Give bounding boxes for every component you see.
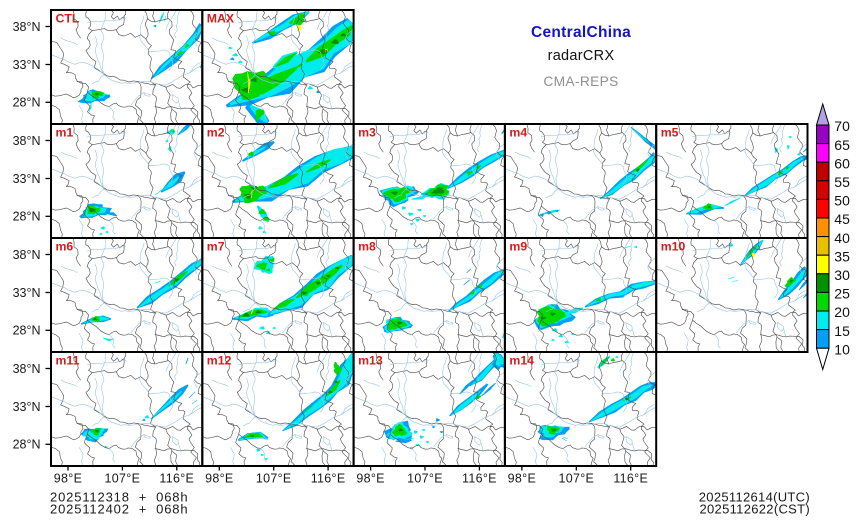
svg-text:m9: m9 (509, 240, 527, 254)
svg-text:2025112402 + 068h: 2025112402 + 068h (50, 502, 188, 517)
svg-text:65: 65 (834, 137, 850, 153)
svg-text:116°E: 116°E (159, 472, 194, 486)
svg-text:CTL: CTL (56, 12, 80, 26)
svg-text:m1: m1 (56, 126, 74, 140)
svg-text:116°E: 116°E (462, 472, 497, 486)
svg-text:2025112614(UTC): 2025112614(UTC) (699, 490, 810, 505)
svg-text:28°N: 28°N (13, 96, 41, 110)
svg-text:38°N: 38°N (13, 248, 41, 262)
svg-text:m11: m11 (56, 354, 80, 368)
svg-text:28°N: 28°N (13, 438, 41, 452)
svg-text:15: 15 (834, 323, 850, 339)
svg-text:38°N: 38°N (13, 134, 41, 148)
svg-text:33°N: 33°N (13, 400, 41, 414)
svg-text:20: 20 (834, 304, 850, 320)
svg-text:60: 60 (834, 155, 850, 171)
svg-text:33°N: 33°N (13, 172, 41, 186)
svg-text:30: 30 (834, 267, 850, 283)
svg-text:m10: m10 (661, 240, 686, 254)
svg-text:116°E: 116°E (613, 472, 648, 486)
svg-text:28°N: 28°N (13, 210, 41, 224)
svg-text:10: 10 (834, 341, 850, 357)
svg-text:116°E: 116°E (311, 472, 346, 486)
svg-text:33°N: 33°N (13, 58, 41, 72)
svg-text:107°E: 107°E (105, 472, 141, 486)
svg-text:m8: m8 (358, 240, 376, 254)
svg-text:98°E: 98°E (508, 472, 536, 486)
svg-text:45: 45 (834, 211, 850, 227)
svg-text:107°E: 107°E (558, 472, 594, 486)
svg-text:MAX: MAX (207, 12, 235, 26)
svg-text:radarCRX: radarCRX (548, 48, 615, 64)
svg-text:25: 25 (834, 286, 850, 302)
svg-text:m3: m3 (358, 126, 376, 140)
svg-text:2025112622(CST): 2025112622(CST) (700, 502, 811, 517)
svg-text:2025112318 + 068h: 2025112318 + 068h (50, 490, 188, 505)
svg-text:m7: m7 (207, 240, 225, 254)
svg-text:m6: m6 (56, 240, 74, 254)
svg-text:40: 40 (834, 230, 850, 246)
svg-text:98°E: 98°E (54, 472, 82, 486)
svg-text:38°N: 38°N (13, 362, 41, 376)
svg-text:35: 35 (834, 248, 850, 264)
svg-text:m2: m2 (207, 126, 225, 140)
svg-text:m5: m5 (661, 126, 679, 140)
svg-text:m14: m14 (509, 354, 534, 368)
svg-text:33°N: 33°N (13, 286, 41, 300)
svg-text:107°E: 107°E (256, 472, 292, 486)
svg-text:50: 50 (834, 193, 850, 209)
svg-text:m4: m4 (509, 126, 527, 140)
svg-text:CMA-REPS: CMA-REPS (543, 74, 618, 89)
svg-text:107°E: 107°E (407, 472, 443, 486)
svg-text:28°N: 28°N (13, 324, 41, 338)
svg-text:98°E: 98°E (205, 472, 233, 486)
svg-text:70: 70 (834, 118, 850, 134)
svg-text:98°E: 98°E (356, 472, 384, 486)
svg-text:55: 55 (834, 174, 850, 190)
svg-text:38°N: 38°N (13, 20, 41, 34)
svg-text:CentralChina: CentralChina (531, 24, 631, 41)
svg-text:m13: m13 (358, 354, 383, 368)
svg-text:m12: m12 (207, 354, 232, 368)
